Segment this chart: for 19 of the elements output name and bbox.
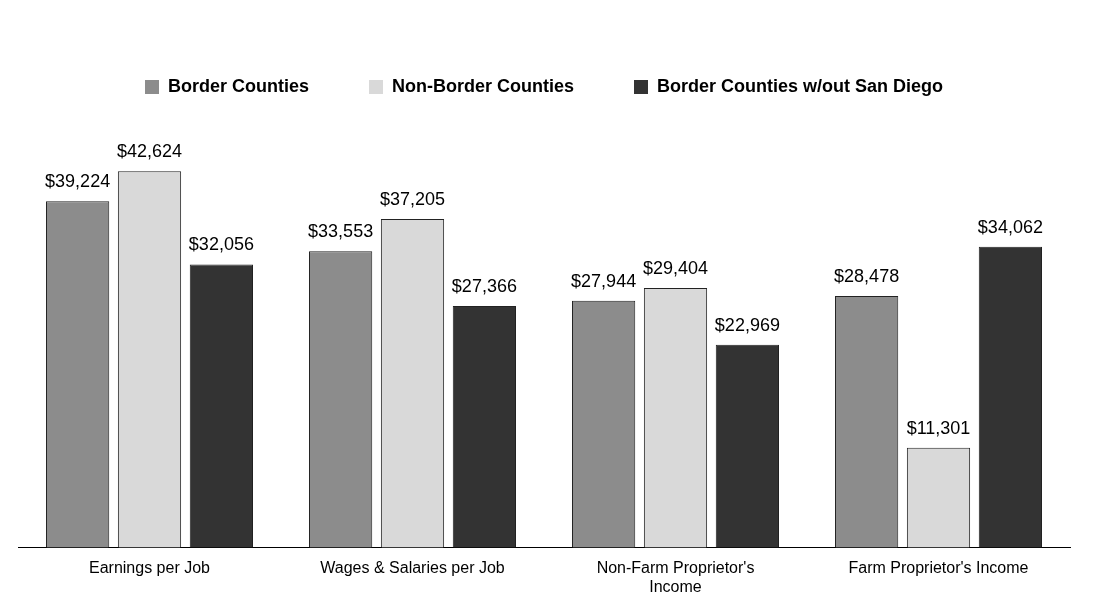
data-label: $37,205	[379, 188, 446, 209]
x-tick-label: Farm Proprietor's Income	[848, 558, 1029, 576]
data-label: $27,366	[451, 275, 517, 296]
x-tick-label: Wages & Salaries per Job	[320, 558, 505, 576]
data-label: $42,624	[116, 141, 183, 162]
data-label: $28,478	[834, 266, 900, 287]
x-tick-label: Non-Farm Proprietor's Income	[596, 558, 755, 595]
legend-label: Border Counties	[167, 75, 310, 96]
data-label: $29,404	[642, 257, 709, 278]
data-label: $27,944	[571, 270, 637, 291]
data-label: $32,056	[188, 234, 254, 255]
data-label: $33,553	[308, 221, 374, 242]
data-label: $34,062	[977, 216, 1043, 237]
x-tick-label: Earnings per Job	[89, 558, 211, 576]
data-label: $22,969	[714, 314, 780, 335]
legend-label: Non-Border Counties	[392, 75, 574, 96]
data-label: $11,301	[906, 417, 971, 438]
data-label: $39,224	[45, 171, 111, 192]
legend-label: Border Counties w/out San Diego	[657, 75, 944, 96]
